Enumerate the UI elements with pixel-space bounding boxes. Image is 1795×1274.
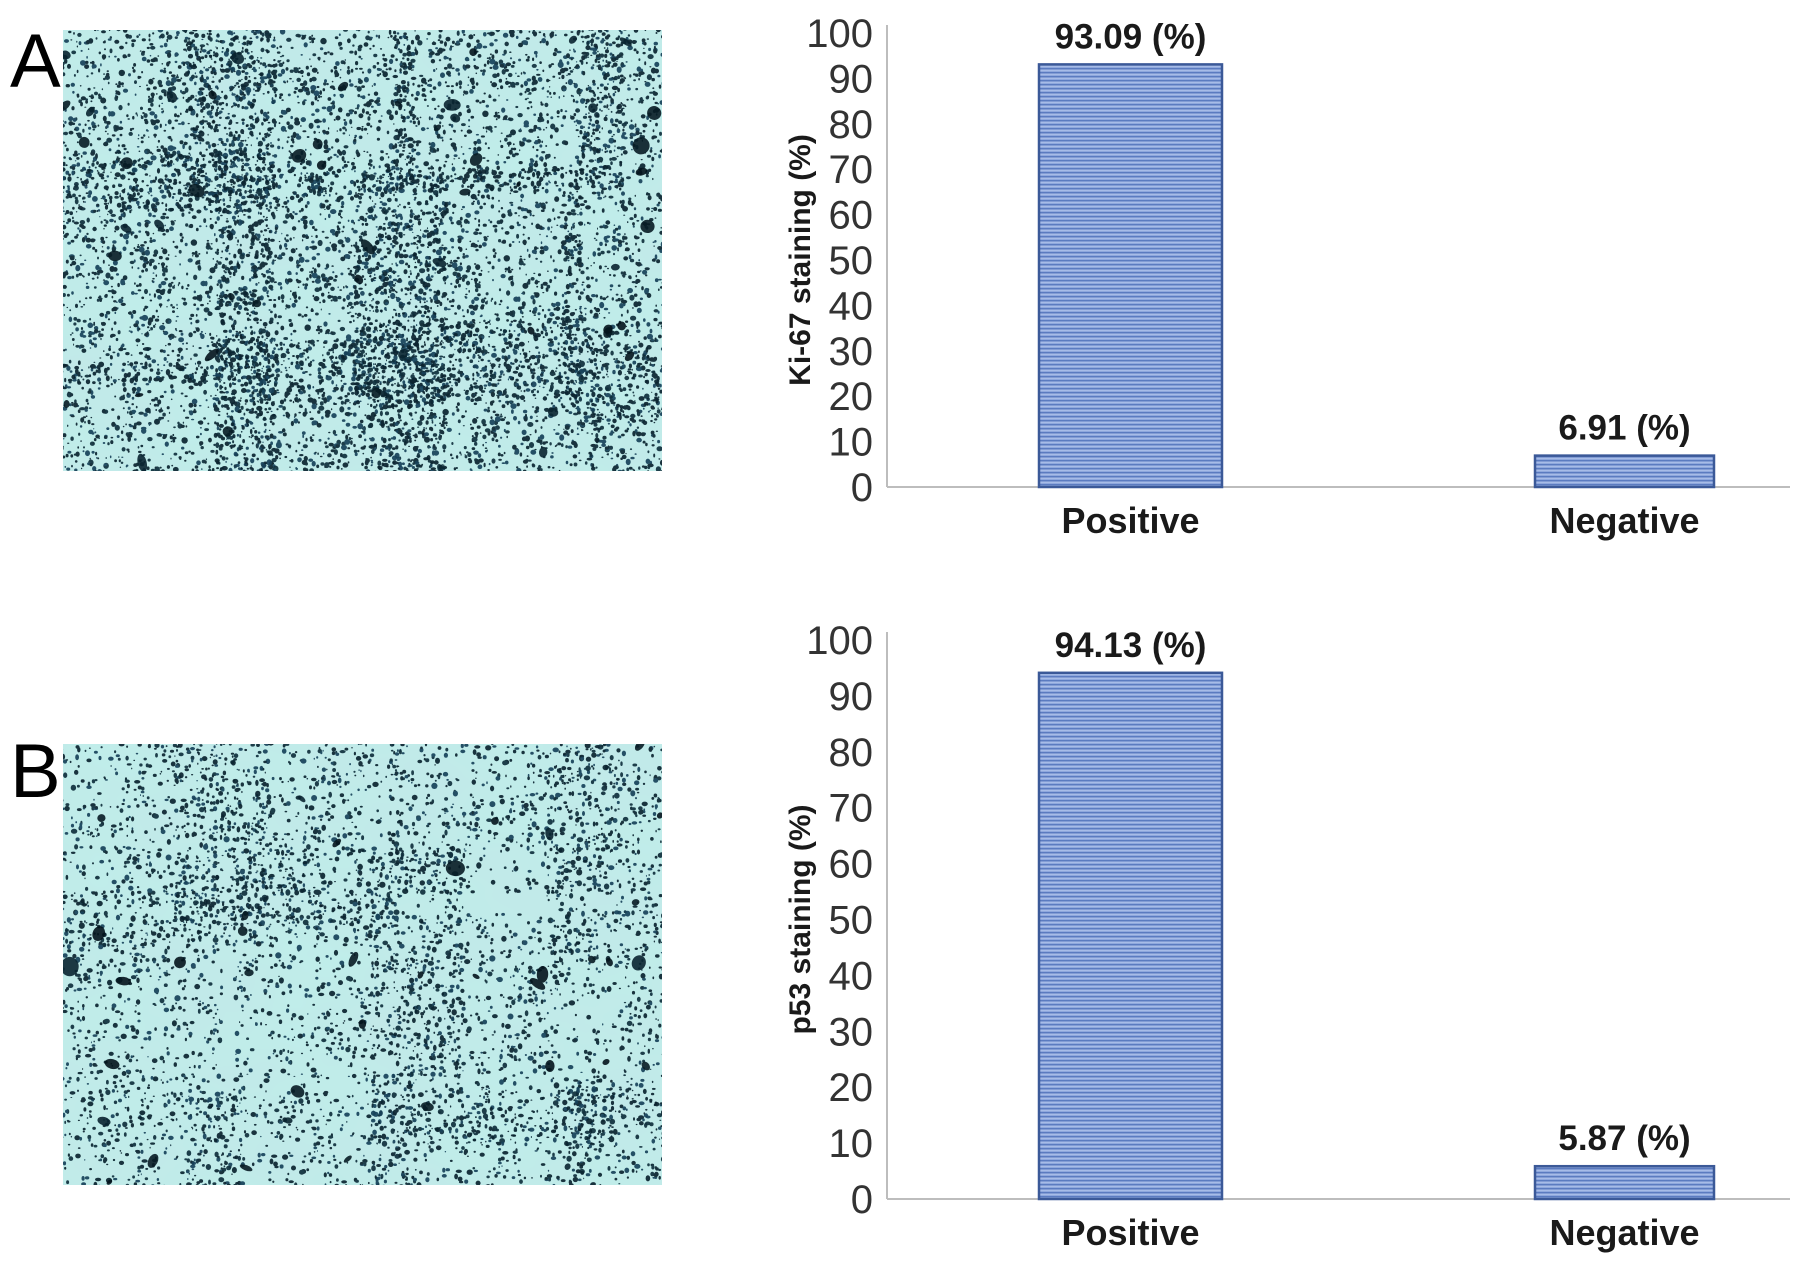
svg-text:60: 60 [829,843,874,887]
svg-text:20: 20 [829,1066,874,1110]
svg-text:30: 30 [829,330,874,374]
svg-text:0: 0 [851,1178,873,1222]
svg-text:90: 90 [829,57,874,101]
svg-text:90: 90 [829,675,874,719]
svg-text:40: 40 [829,284,874,328]
svg-text:Positive: Positive [1061,500,1199,541]
svg-text:94.13 (%): 94.13 (%) [1055,626,1207,665]
svg-text:80: 80 [829,103,874,147]
svg-text:80: 80 [829,731,874,775]
svg-text:60: 60 [829,194,874,238]
svg-text:Positive: Positive [1061,1212,1199,1253]
svg-text:p53 staining (%): p53 staining (%) [784,804,817,1034]
svg-text:100: 100 [806,12,873,56]
svg-text:93.09 (%): 93.09 (%) [1055,17,1207,56]
svg-text:30: 30 [829,1010,874,1054]
svg-text:Negative: Negative [1549,1212,1699,1253]
svg-text:10: 10 [829,421,874,465]
svg-text:0: 0 [851,466,873,510]
svg-text:5.87 (%): 5.87 (%) [1558,1119,1690,1158]
svg-text:50: 50 [829,899,874,943]
svg-text:70: 70 [829,787,874,831]
svg-text:100: 100 [806,619,873,663]
svg-text:10: 10 [829,1122,874,1166]
svg-text:40: 40 [829,954,874,998]
svg-text:Ki-67 staining (%): Ki-67 staining (%) [784,134,817,386]
svg-text:70: 70 [829,148,874,192]
svg-text:Negative: Negative [1549,500,1699,541]
svg-text:20: 20 [829,375,874,419]
svg-text:50: 50 [829,239,874,283]
svg-text:6.91 (%): 6.91 (%) [1558,409,1690,448]
